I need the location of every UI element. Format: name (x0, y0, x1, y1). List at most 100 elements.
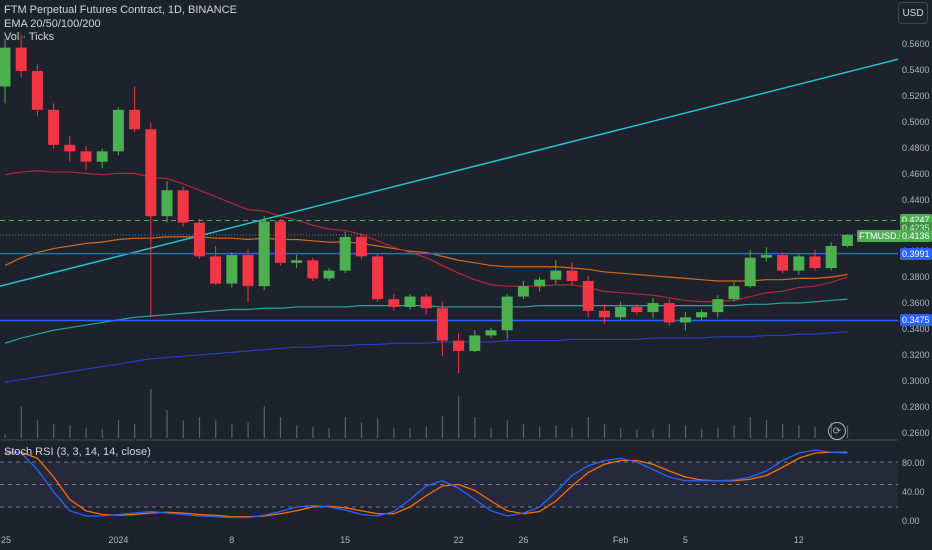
price-tick: 0.3400 (902, 324, 930, 335)
trend-line (0, 58, 899, 287)
volume-bar (620, 428, 622, 438)
candle-down (809, 256, 821, 269)
volume-bar (279, 417, 282, 438)
volume-bar (636, 429, 638, 438)
volume-bar (409, 428, 411, 438)
volume-bar (263, 406, 265, 438)
volume-bar (474, 417, 476, 438)
volume-bar (215, 420, 217, 438)
volume-bar (506, 420, 508, 438)
volume-bar (765, 420, 768, 438)
last-price-tag: 0.4136 (900, 230, 932, 242)
price-tick: 0.4600 (902, 168, 930, 179)
price-tag-blue-lower: 0.3475 (900, 314, 932, 326)
candle-down (193, 222, 205, 257)
candle-up (744, 257, 756, 287)
candle-up (615, 306, 627, 318)
price-tick: 0.4800 (902, 142, 930, 153)
price-tick: 0.3000 (902, 376, 930, 387)
volume-bar (733, 425, 735, 438)
candle-down (663, 303, 675, 323)
candle-down (177, 190, 189, 223)
volume-bar (749, 417, 751, 438)
candle-down (129, 109, 141, 130)
price-tag-blue-upper: 0.3991 (900, 248, 932, 260)
candle-up (696, 312, 708, 318)
volume-bar (247, 422, 249, 438)
stoch-rsi-label[interactable]: Stoch RSI (3, 3, 14, 14, close) (4, 446, 151, 458)
candle-down (631, 306, 643, 313)
volume-bar (150, 389, 152, 438)
ema200-line (4, 330, 848, 383)
volume-bar (296, 425, 298, 438)
volume-legend[interactable]: Vol · Ticks (4, 31, 55, 43)
candle-down (355, 236, 367, 257)
candles (0, 34, 853, 374)
symbol-tag: FTMUSD.P (857, 230, 907, 242)
candle-up (550, 270, 562, 280)
volume-bar (328, 428, 330, 438)
candle-up (501, 296, 513, 331)
ema50-line (4, 236, 848, 282)
price-tick: 0.5600 (902, 39, 930, 49)
volume-bar (668, 424, 670, 438)
candle-up (161, 190, 173, 217)
volume-bar (701, 428, 703, 438)
candle-up (841, 234, 853, 246)
volume-bar (782, 424, 784, 438)
price-tick: 0.3600 (902, 298, 930, 309)
currency-button[interactable]: USD (898, 2, 928, 24)
clock-icon[interactable]: ⟳ (828, 422, 846, 440)
volume-bar (312, 426, 314, 438)
volume-bar (441, 415, 444, 438)
price-tick: 0.3800 (902, 272, 930, 283)
date-tick: 22 (453, 535, 464, 545)
candle-up (647, 303, 659, 313)
date-tick: 26 (518, 535, 529, 545)
candle-up (517, 286, 529, 297)
volume-bar (101, 429, 103, 438)
candle-down (210, 256, 222, 284)
volume-bar (717, 427, 719, 438)
candle-down (436, 308, 448, 341)
candle-up (258, 221, 270, 287)
volume-bar (53, 424, 55, 438)
volume-bar (36, 420, 39, 438)
volume-bar (587, 417, 589, 438)
candle-up (226, 255, 238, 284)
ema-legend[interactable]: EMA 20/50/100/200 (4, 18, 101, 30)
candle-down (566, 270, 578, 281)
volume-bar (117, 420, 120, 438)
candle-up (469, 335, 481, 352)
date-tick: 2024 (108, 535, 129, 545)
volume-bar (69, 425, 71, 438)
candle-down (582, 280, 594, 311)
candle-down (453, 340, 465, 352)
price-tick: 0.2800 (902, 402, 930, 413)
candle-up (96, 151, 108, 162)
volume-bar (684, 425, 687, 438)
chart-title: FTM Perpetual Futures Contract, 1D, BINA… (4, 4, 237, 16)
date-tick: 25 (0, 535, 12, 545)
volume-bar (134, 424, 136, 438)
rsi-tick-40: 40.00 (902, 487, 925, 497)
candle-down (145, 129, 157, 217)
volume-bar (198, 417, 201, 438)
candle-up (534, 279, 546, 287)
candle-up (485, 330, 497, 336)
price-tick: 0.5200 (902, 90, 930, 101)
candle-down (274, 221, 286, 263)
candle-down (242, 255, 254, 287)
candle-up (112, 109, 124, 152)
price-tick: 0.3200 (902, 350, 930, 361)
candle-up (339, 236, 351, 271)
volume-bar (652, 428, 654, 438)
volume-bar (798, 425, 800, 438)
date-tick: 15 (340, 535, 351, 545)
price-tick: 0.4400 (902, 194, 930, 205)
volume-bar (4, 434, 6, 438)
candle-down (420, 296, 432, 309)
volume-bar (360, 422, 363, 438)
candle-down (48, 109, 60, 145)
